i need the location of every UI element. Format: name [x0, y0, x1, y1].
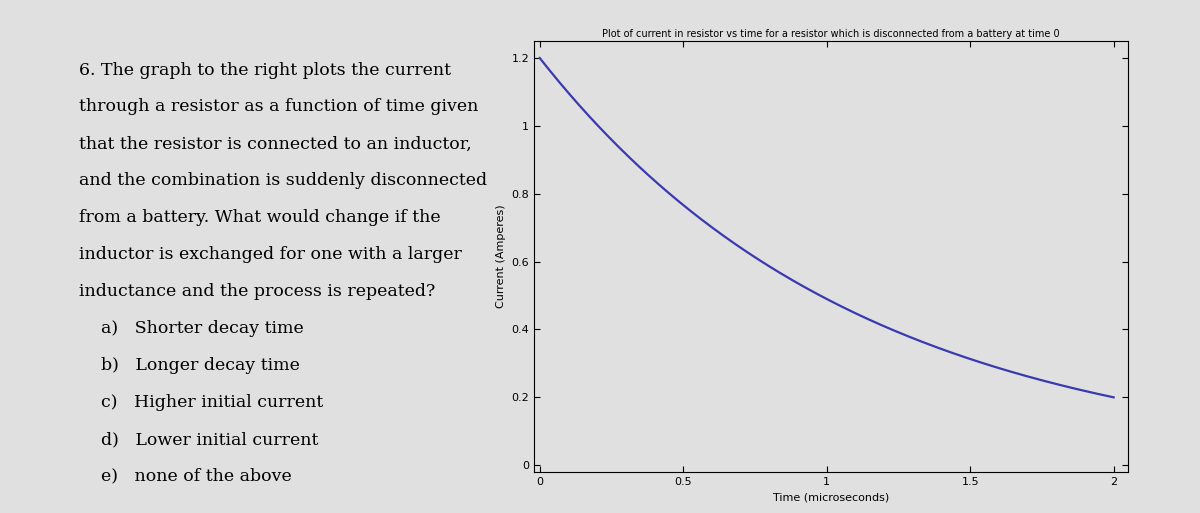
Text: 6. The graph to the right plots the current: 6. The graph to the right plots the curr… [79, 62, 451, 78]
Text: b)   Longer decay time: b) Longer decay time [79, 357, 300, 374]
Text: e)   none of the above: e) none of the above [79, 468, 292, 485]
Text: that the resistor is connected to an inductor,: that the resistor is connected to an ind… [79, 135, 472, 152]
Text: inductor is exchanged for one with a larger: inductor is exchanged for one with a lar… [79, 246, 462, 263]
Text: inductance and the process is repeated?: inductance and the process is repeated? [79, 283, 436, 300]
Text: c)   Higher initial current: c) Higher initial current [79, 394, 324, 411]
Text: d)   Lower initial current: d) Lower initial current [79, 431, 318, 448]
Text: and the combination is suddenly disconnected: and the combination is suddenly disconne… [79, 172, 487, 189]
Text: from a battery. What would change if the: from a battery. What would change if the [79, 209, 440, 226]
Text: a)   Shorter decay time: a) Shorter decay time [79, 320, 304, 337]
X-axis label: Time (microseconds): Time (microseconds) [773, 492, 889, 502]
Y-axis label: Current (Amperes): Current (Amperes) [496, 205, 506, 308]
Title: Plot of current in resistor vs time for a resistor which is disconnected from a : Plot of current in resistor vs time for … [602, 29, 1060, 39]
Text: through a resistor as a function of time given: through a resistor as a function of time… [79, 98, 479, 115]
